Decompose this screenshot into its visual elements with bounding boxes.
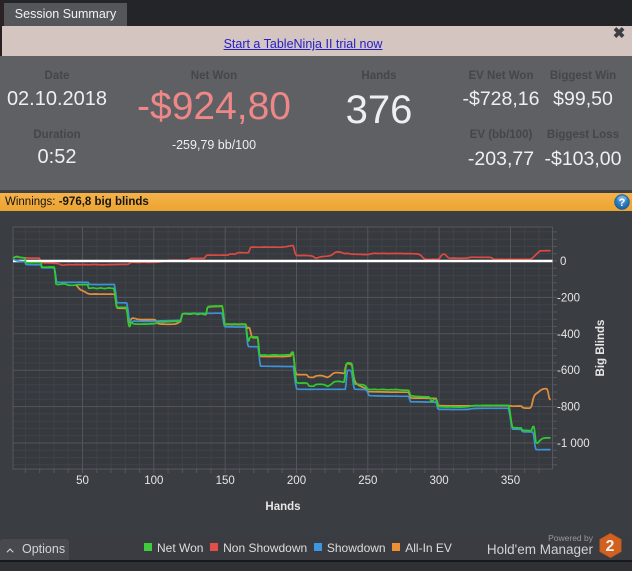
svg-text:-1 000: -1 000	[557, 438, 590, 450]
svg-text:2: 2	[606, 538, 615, 555]
svg-text:-200: -200	[557, 292, 580, 304]
svg-text:-800: -800	[557, 402, 580, 414]
svg-text:Hands: Hands	[265, 501, 300, 513]
svg-text:0: 0	[560, 256, 566, 268]
svg-text:-400: -400	[557, 329, 580, 341]
svg-text:150: 150	[216, 475, 235, 487]
svg-text:250: 250	[358, 475, 377, 487]
svg-text:50: 50	[76, 475, 89, 487]
svg-text:Big Blinds: Big Blinds	[595, 320, 607, 377]
svg-text:300: 300	[430, 475, 449, 487]
svg-text:200: 200	[287, 475, 306, 487]
svg-text:-600: -600	[557, 365, 580, 377]
svg-text:100: 100	[144, 475, 163, 487]
svg-text:350: 350	[501, 475, 520, 487]
svg-text:?: ?	[619, 197, 626, 209]
